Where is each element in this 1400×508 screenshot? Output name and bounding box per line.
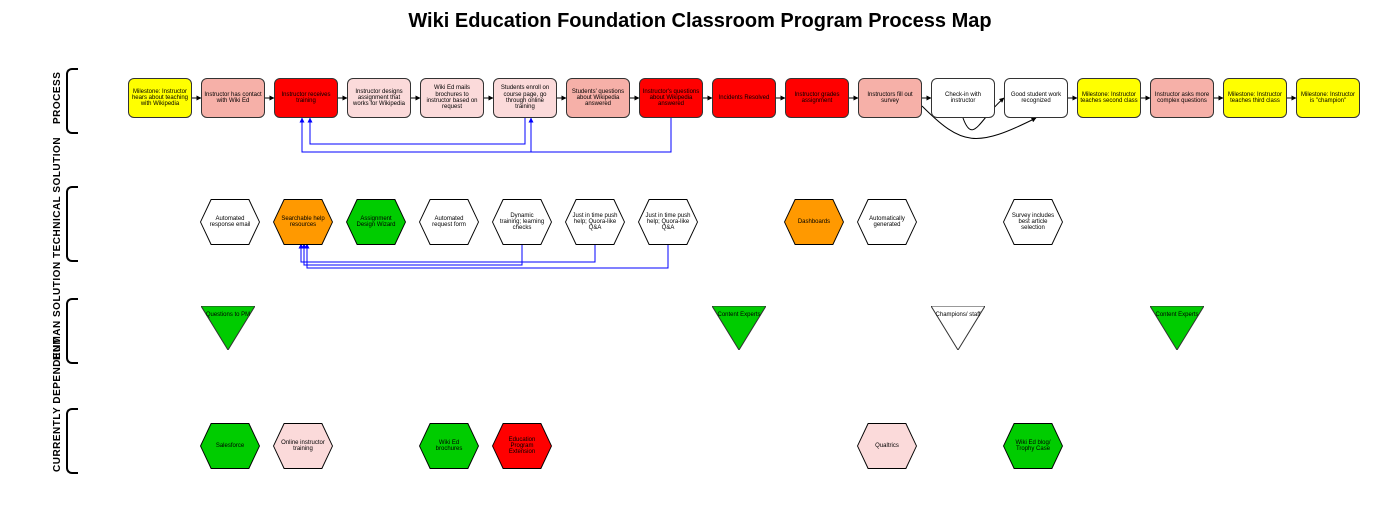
process-node-label: Instructor's questions about Wikipedia a…: [642, 89, 700, 108]
process-node-label: Instructor grades assignment: [788, 92, 846, 105]
dependent-node-d3: Education Program Extension: [493, 424, 551, 468]
process-node-label: Students' questions about Wikipedia answ…: [569, 89, 627, 108]
technical-node-t0: Automated response email: [201, 200, 259, 244]
dependent-node-label: Salesforce: [216, 443, 244, 449]
process-node-label: Incidents Resolved: [719, 95, 770, 101]
technical-node-label: Automated request form: [426, 216, 472, 229]
human-node-h1: Content Experts: [712, 306, 766, 350]
technical-node-t2: Assignment Design Wizard: [347, 200, 405, 244]
technical-node-label: Automated response email: [207, 216, 253, 229]
human-node-h2: Champions/ staff: [931, 306, 985, 350]
human-node-label: Content Experts: [712, 312, 766, 318]
technical-node-t1: Searchable help resources: [274, 200, 332, 244]
lane-label-process: PROCESS: [52, 72, 63, 124]
process-node-label: Good student work recognized: [1007, 92, 1065, 105]
process-node-p5: Students enroll on course page, go throu…: [493, 78, 557, 118]
dependent-node-d1: Online instructor training: [274, 424, 332, 468]
process-node-p10: Instructors fill out survey: [858, 78, 922, 118]
dependent-node-d5: Wiki Ed blog/ Trophy Case: [1004, 424, 1062, 468]
lane-bracket-process: [66, 68, 78, 134]
process-node-p16: Milestone: Instructor is "champion": [1296, 78, 1360, 118]
technical-node-label: Searchable help resources: [280, 216, 326, 229]
technical-node-t9: Survey includes best article selection: [1004, 200, 1062, 244]
dependent-node-d4: Qualtrics: [858, 424, 916, 468]
technical-node-label: Automatically generated: [864, 216, 910, 229]
process-node-label: Instructor has contact with Wiki Ed: [204, 92, 262, 105]
technical-node-label: Assignment Design Wizard: [353, 216, 399, 229]
human-node-h3: Content Experts: [1150, 306, 1204, 350]
process-node-label: Milestone: Instructor teaches third clas…: [1226, 92, 1284, 105]
lane-bracket-human: [66, 298, 78, 364]
dependent-node-label: Wiki Ed blog/ Trophy Case: [1010, 440, 1056, 453]
technical-node-label: Dynamic training; learning checks: [499, 213, 545, 232]
process-node-label: Milestone: Instructor is "champion": [1299, 92, 1357, 105]
process-node-p1: Instructor has contact with Wiki Ed: [201, 78, 265, 118]
technical-node-t8: Automatically generated: [858, 200, 916, 244]
technical-node-label: Dashboards: [798, 219, 830, 225]
process-node-label: Milestone: Instructor hears about teachi…: [131, 89, 189, 108]
technical-node-t6: Just in time push help; Quora-like Q&A: [639, 200, 697, 244]
human-node-label: Questions to PM: [201, 312, 255, 318]
dependent-node-d2: Wiki Ed brochures: [420, 424, 478, 468]
process-node-p9: Instructor grades assignment: [785, 78, 849, 118]
process-node-p13: Milestone: Instructor teaches second cla…: [1077, 78, 1141, 118]
process-node-p8: Incidents Resolved: [712, 78, 776, 118]
human-node-label: Champions/ staff: [931, 312, 985, 318]
technical-node-label: Just in time push help; Quora-like Q&A: [572, 213, 618, 232]
process-node-p4: Wiki Ed mails brochures to instructor ba…: [420, 78, 484, 118]
process-node-p6: Students' questions about Wikipedia answ…: [566, 78, 630, 118]
process-node-label: Instructor designs assignment that works…: [350, 89, 408, 108]
diagram-canvas: Wiki Education Foundation Classroom Prog…: [0, 0, 1400, 508]
technical-node-label: Survey includes best article selection: [1010, 213, 1056, 232]
dependent-node-d0: Salesforce: [201, 424, 259, 468]
process-node-label: Students enroll on course page, go throu…: [496, 85, 554, 110]
diagram-title: Wiki Education Foundation Classroom Prog…: [0, 10, 1400, 33]
lane-label-dependent: CURRENTLY DEPENDENT: [52, 337, 63, 472]
process-node-p11: Check-in with instructor: [931, 78, 995, 118]
lane-bracket-dependent: [66, 408, 78, 474]
process-node-label: Instructor receives training: [277, 92, 335, 105]
dependent-node-label: Qualtrics: [875, 443, 899, 449]
process-node-label: Instructor asks more complex questions: [1153, 92, 1211, 105]
lane-label-technical: TECHNICAL SOLUTION: [52, 137, 63, 258]
dependent-node-label: Wiki Ed brochures: [426, 440, 472, 453]
dependent-node-label: Education Program Extension: [499, 437, 545, 456]
process-node-p0: Milestone: Instructor hears about teachi…: [128, 78, 192, 118]
process-node-p14: Instructor asks more complex questions: [1150, 78, 1214, 118]
process-node-p7: Instructor's questions about Wikipedia a…: [639, 78, 703, 118]
lane-bracket-technical: [66, 186, 78, 262]
technical-node-t5: Just in time push help; Quora-like Q&A: [566, 200, 624, 244]
process-node-p12: Good student work recognized: [1004, 78, 1068, 118]
process-node-p2: Instructor receives training: [274, 78, 338, 118]
dependent-node-label: Online instructor training: [280, 440, 326, 453]
process-node-p3: Instructor designs assignment that works…: [347, 78, 411, 118]
human-node-label: Content Experts: [1150, 312, 1204, 318]
technical-node-label: Just in time push help; Quora-like Q&A: [645, 213, 691, 232]
human-node-h0: Questions to PM: [201, 306, 255, 350]
process-node-label: Wiki Ed mails brochures to instructor ba…: [423, 85, 481, 110]
process-node-label: Check-in with instructor: [934, 92, 992, 105]
technical-node-t3: Automated request form: [420, 200, 478, 244]
process-node-label: Instructors fill out survey: [861, 92, 919, 105]
process-node-p15: Milestone: Instructor teaches third clas…: [1223, 78, 1287, 118]
technical-node-t4: Dynamic training; learning checks: [493, 200, 551, 244]
technical-node-t7: Dashboards: [785, 200, 843, 244]
process-node-label: Milestone: Instructor teaches second cla…: [1080, 92, 1138, 105]
